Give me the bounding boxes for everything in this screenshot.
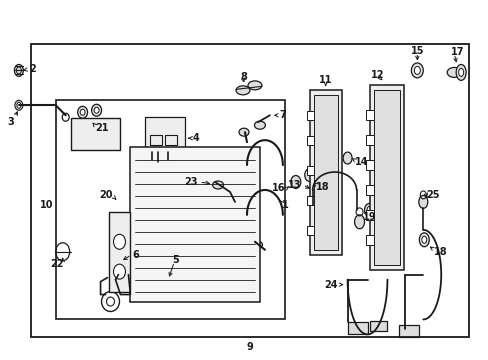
Bar	[150, 135, 162, 145]
Bar	[56, 100, 285, 319]
Bar	[365, 210, 373, 220]
Text: 20: 20	[99, 190, 112, 200]
Text: 23: 23	[184, 177, 198, 187]
Ellipse shape	[419, 233, 428, 247]
Text: 5: 5	[172, 255, 179, 265]
Bar	[306, 136, 313, 145]
Ellipse shape	[458, 68, 463, 76]
Bar	[306, 111, 313, 120]
Bar	[306, 166, 313, 175]
Ellipse shape	[364, 203, 374, 216]
Text: 18: 18	[433, 247, 447, 257]
Text: 19: 19	[362, 212, 375, 222]
Bar	[365, 160, 373, 170]
Ellipse shape	[254, 121, 265, 129]
Ellipse shape	[447, 67, 460, 77]
Ellipse shape	[171, 287, 176, 292]
Ellipse shape	[17, 102, 21, 108]
Ellipse shape	[366, 206, 371, 213]
Ellipse shape	[160, 287, 164, 292]
Text: 25: 25	[426, 190, 439, 200]
Ellipse shape	[413, 67, 420, 75]
Text: 10: 10	[40, 200, 53, 210]
Ellipse shape	[236, 86, 249, 95]
Ellipse shape	[418, 195, 427, 208]
Ellipse shape	[247, 81, 262, 90]
Bar	[313, 95, 337, 250]
Text: 15: 15	[410, 45, 423, 55]
Text: 3: 3	[7, 117, 14, 127]
Bar	[365, 185, 373, 195]
Ellipse shape	[113, 234, 125, 249]
Bar	[347, 323, 367, 334]
Ellipse shape	[421, 236, 426, 243]
Ellipse shape	[91, 104, 102, 116]
Text: 11: 11	[318, 75, 332, 85]
Bar	[369, 85, 404, 270]
Text: 17: 17	[450, 48, 464, 58]
Text: 1: 1	[281, 200, 288, 210]
Bar	[108, 212, 130, 292]
Text: 9: 9	[246, 342, 253, 352]
Text: 12: 12	[370, 71, 384, 80]
Ellipse shape	[290, 176, 300, 189]
Text: 14: 14	[354, 157, 367, 167]
Bar	[306, 196, 313, 205]
Ellipse shape	[410, 63, 423, 78]
Text: 7: 7	[279, 110, 286, 120]
Bar	[306, 226, 313, 235]
Ellipse shape	[212, 181, 223, 189]
Text: 8: 8	[240, 72, 246, 82]
Ellipse shape	[14, 64, 23, 76]
Bar	[71, 118, 120, 150]
Bar	[165, 135, 177, 145]
Ellipse shape	[15, 100, 23, 110]
Ellipse shape	[354, 215, 364, 229]
Bar	[130, 147, 260, 302]
Bar	[31, 44, 468, 337]
Text: 2: 2	[29, 64, 36, 75]
Bar	[145, 117, 185, 152]
Text: 24: 24	[324, 280, 337, 289]
Text: 21: 21	[95, 123, 109, 133]
Ellipse shape	[343, 152, 351, 164]
Ellipse shape	[78, 106, 87, 118]
Bar	[309, 90, 341, 255]
Text: 6: 6	[132, 250, 139, 260]
Bar	[365, 110, 373, 120]
Ellipse shape	[80, 109, 85, 115]
Bar	[365, 135, 373, 145]
Ellipse shape	[113, 264, 125, 279]
Ellipse shape	[239, 128, 248, 136]
Bar	[365, 235, 373, 245]
Bar	[369, 321, 386, 332]
Text: 16: 16	[272, 183, 285, 193]
Ellipse shape	[455, 64, 465, 80]
Ellipse shape	[304, 168, 314, 181]
Text: 22: 22	[50, 259, 63, 269]
Text: 18: 18	[315, 182, 329, 192]
Ellipse shape	[253, 241, 262, 248]
Bar	[373, 90, 400, 265]
Text: 4: 4	[192, 133, 199, 143]
Ellipse shape	[94, 107, 99, 113]
Bar	[399, 325, 419, 337]
Text: 13: 13	[288, 180, 301, 190]
